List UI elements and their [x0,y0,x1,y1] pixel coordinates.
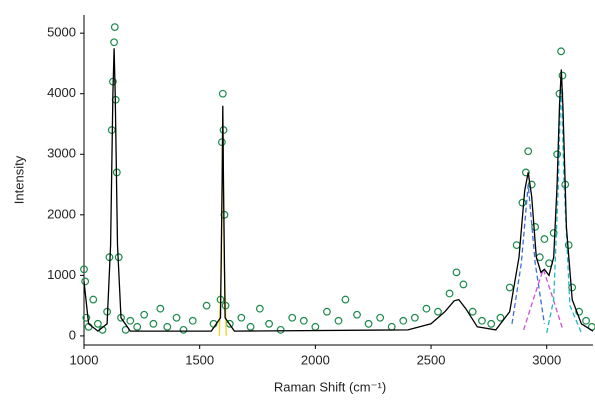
y-tick-label: 4000 [47,85,76,100]
y-tick-label: 3000 [47,146,76,161]
data-point [311,322,320,331]
data-point [334,316,343,325]
data-point [255,304,264,313]
data-point [524,147,533,156]
fit-line [511,184,546,324]
x-tick-label: 2000 [301,352,330,367]
data-point [82,313,91,322]
y-tick-label: 1000 [47,267,76,282]
data-point [364,319,373,328]
x-tick-label: 3000 [532,352,561,367]
data-point [434,307,442,316]
data-point [459,280,468,289]
fit-line [522,267,564,331]
data-point [265,319,273,328]
data-point [276,325,285,334]
data-point [410,313,419,322]
data-point [237,313,246,322]
data-point [445,289,454,298]
x-axis-label: Raman Shift (cm⁻¹) [274,379,386,394]
data-point [575,307,584,316]
data-point [133,322,142,331]
y-tick-label: 2000 [47,206,76,221]
data-point [89,295,98,304]
data-point [568,283,577,292]
data-point [323,307,331,316]
data-point [422,304,431,313]
fit-line [83,48,594,332]
x-tick-label: 2500 [417,352,446,367]
data-point [110,38,118,47]
data-point [288,313,297,322]
data-point [518,198,527,207]
data-point [156,304,165,313]
data-point [353,310,361,319]
x-tick-label: 1000 [70,352,99,367]
y-axis-label: Intensity [11,155,26,204]
data-point [341,295,350,304]
data-point [557,47,565,56]
data-point [188,316,197,325]
data-point [478,316,486,325]
data-point [512,241,521,249]
data-point [553,150,562,159]
data-point [505,283,514,292]
x-tick-label: 1500 [185,352,214,367]
data-point [558,71,567,80]
data-point [522,168,530,177]
data-point [452,268,461,277]
data-point [299,316,308,325]
y-tick-label: 5000 [47,25,76,40]
data-point [81,277,90,286]
data-point [93,319,102,328]
data-point [387,322,396,331]
data-point [80,265,88,274]
data-point [246,322,255,331]
data-point [202,301,211,310]
data-point [163,322,172,331]
data-point [149,319,158,328]
data-point [126,316,135,325]
data-point [110,23,119,32]
data-point [531,223,540,231]
data-point [376,313,385,322]
data-point [582,316,590,325]
data-point [468,307,477,316]
data-point [540,235,549,243]
data-point [496,313,505,322]
data-point [172,313,181,322]
data-point [399,316,408,325]
data-point [487,319,496,328]
y-tick-label: 0 [69,327,76,342]
data-point [218,89,227,98]
data-point [179,325,188,334]
data-point [140,310,149,319]
